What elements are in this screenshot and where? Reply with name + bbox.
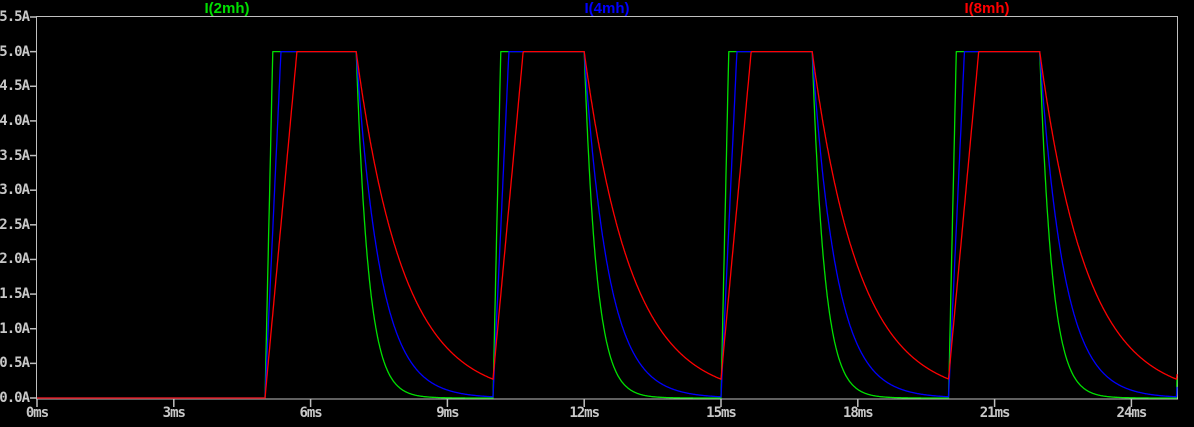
y-tick-label: 2.0A (0, 251, 30, 268)
x-tick-label: 0ms (25, 405, 49, 421)
y-tick-label: 1.0A (0, 320, 30, 337)
x-tick-label: 6ms (299, 405, 322, 421)
x-tick-label: 21ms (979, 405, 1011, 421)
y-tick-label: 0.5A (0, 355, 30, 372)
y-tick-label: 5.5A (0, 9, 30, 25)
x-tick-label: 18ms (842, 405, 874, 421)
y-tick-label: 3.5A (0, 147, 30, 164)
trace-I(8mh) (36, 50, 1178, 399)
legend-label-I8mh[interactable]: I(8mh) (964, 0, 1010, 17)
legend-label-I4mh[interactable]: I(4mh) (584, 0, 630, 17)
x-tick-label: 24ms (1116, 405, 1148, 421)
y-tick-label: 1.5A (0, 286, 30, 303)
x-tick-label: 12ms (569, 405, 600, 421)
legend-label-I2mh[interactable]: I(2mh) (204, 0, 250, 17)
x-tick-label: 15ms (706, 405, 737, 421)
y-tick-label: 4.5A (0, 78, 30, 95)
x-tick-label: 3ms (162, 405, 186, 421)
plot-border (36, 16, 1178, 400)
y-tick-label: 5.0A (0, 43, 30, 60)
y-tick-label: 4.0A (0, 112, 30, 129)
y-tick-label: 2.5A (0, 216, 30, 233)
y-tick-label: 0.0A (0, 390, 30, 406)
x-tick-label: 9ms (436, 405, 459, 421)
y-tick-label: 3.0A (0, 182, 30, 199)
trace-I(2mh) (36, 50, 1178, 399)
